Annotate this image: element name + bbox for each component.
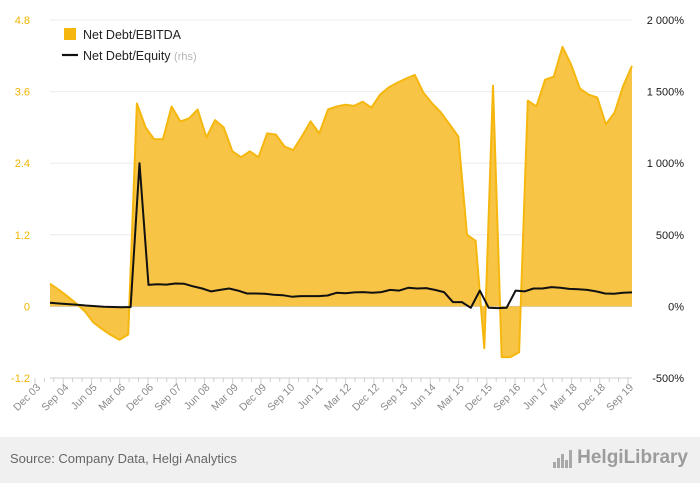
legend-label-rhs: (rhs) xyxy=(174,51,197,63)
net-debt-chart: -1.2 0 1.2 2.4 3.6 4.8 -500% 0% 500% 1 000% 1 500%… xyxy=(11,15,685,414)
brand-logo: HelgiLibrary xyxy=(553,447,688,469)
y-tick-right: -500% xyxy=(652,373,684,385)
x-tick-label: Jun 11 xyxy=(295,382,325,412)
legend-label-area: Net Debt/EBITDA xyxy=(83,28,182,42)
source-note: Source: Company Data, Helgi Analytics xyxy=(10,451,237,466)
x-tick-label: Dec 18 xyxy=(576,382,608,414)
x-tick-label: Dec 15 xyxy=(463,382,495,414)
x-tick-label: Sep 16 xyxy=(491,382,523,414)
brand-name: HelgiLibrary xyxy=(577,447,688,468)
y-tick-right: 500% xyxy=(656,230,684,242)
x-tick-label: Dec 06 xyxy=(124,382,156,414)
legend-label-line-text: Net Debt/Equity xyxy=(83,49,171,63)
y-tick-right: 1 000% xyxy=(647,158,685,170)
x-tick-label: Sep 19 xyxy=(604,382,636,414)
series-area-fill xyxy=(50,46,632,358)
y-tick-left: 0 xyxy=(24,301,30,313)
plot-layer xyxy=(49,45,633,359)
x-tick-label: Jun 05 xyxy=(69,382,100,413)
y-tick-right: 0% xyxy=(668,301,684,313)
legend-swatch-area xyxy=(64,28,76,40)
legend-label-line: Net Debt/Equity (rhs) xyxy=(83,49,197,63)
y-tick-right: 1 500% xyxy=(647,87,685,99)
y-tick-left: 4.8 xyxy=(15,15,30,27)
x-tick-label: Dec 12 xyxy=(350,382,382,414)
x-tick-label: Mar 06 xyxy=(96,382,128,414)
x-tick-label: Mar 18 xyxy=(548,382,580,414)
series-line xyxy=(49,162,633,310)
bar-chart-icon xyxy=(553,448,573,468)
x-tick-label: Sep 13 xyxy=(378,382,410,414)
x-tick-label: Mar 15 xyxy=(435,382,467,414)
x-tick-label: Mar 09 xyxy=(209,382,241,414)
x-tick-label: Sep 10 xyxy=(265,382,297,414)
x-tick-label: Jun 14 xyxy=(408,382,439,413)
series-area-edge xyxy=(49,45,633,359)
footer: Source: Company Data, Helgi Analytics He… xyxy=(0,437,700,483)
legend: Net Debt/EBITDA Net Debt/Equity (rhs) xyxy=(62,28,197,63)
y-tick-left: -1.2 xyxy=(11,373,30,385)
x-tick-label: Mar 12 xyxy=(322,382,354,414)
x-tick-label: Dec 09 xyxy=(237,382,269,414)
y-tick-left: 3.6 xyxy=(15,87,30,99)
x-tick-label: Jun 17 xyxy=(521,382,552,413)
x-tick-label: Jun 08 xyxy=(182,382,213,413)
y-tick-right: 2 000% xyxy=(647,15,685,27)
x-tick-label: Dec 03 xyxy=(11,382,43,414)
y-tick-left: 1.2 xyxy=(15,230,30,242)
y-tick-left: 2.4 xyxy=(15,158,30,170)
x-tick-label: Sep 04 xyxy=(39,382,71,414)
x-tick-label: Sep 07 xyxy=(152,382,184,414)
